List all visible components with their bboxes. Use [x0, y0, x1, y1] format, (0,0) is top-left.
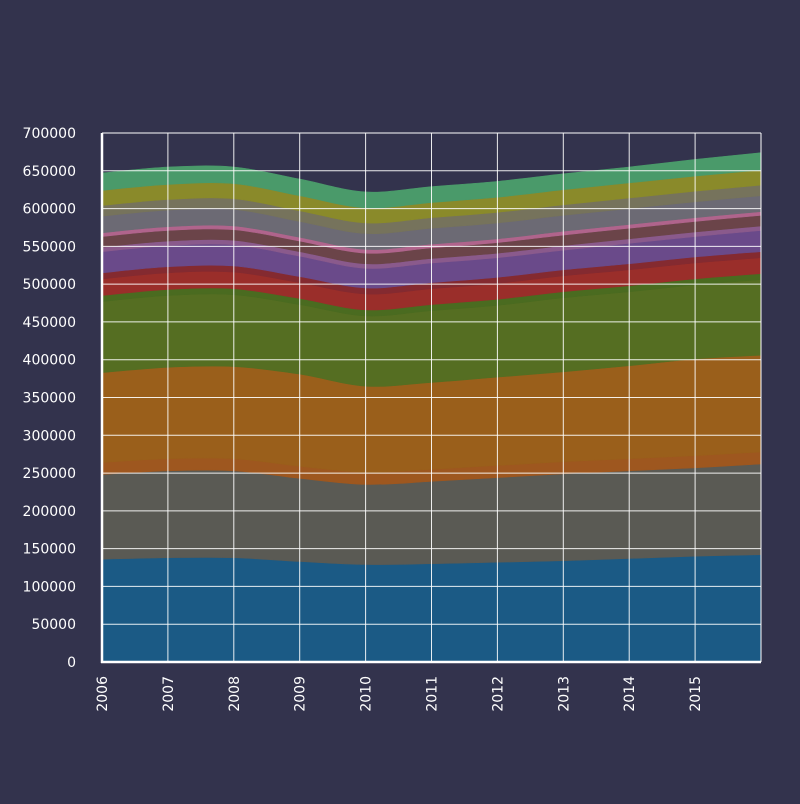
y-tick-label: 400000: [23, 353, 76, 369]
y-tick-label: 450000: [23, 315, 76, 331]
y-tick-label: 650000: [23, 164, 76, 180]
y-axis-tick-labels: 0 50000 100000 150000 200000 250000 300000 3500…: [23, 126, 76, 671]
x-tick-label: 2007: [161, 676, 177, 712]
y-tick-label: 250000: [23, 466, 76, 482]
y-tick-label: 50000: [31, 617, 76, 633]
x-tick-label: 2013: [556, 676, 572, 712]
x-tick-label: 2015: [688, 676, 704, 712]
x-tick-label: 2014: [622, 676, 638, 712]
y-tick-label: 700000: [23, 126, 76, 142]
y-tick-label: 600000: [23, 202, 76, 218]
y-tick-label: 0: [67, 655, 76, 671]
x-tick-label: 2012: [490, 676, 506, 712]
x-tick-label: 2009: [293, 676, 309, 712]
axes: [100, 133, 761, 664]
x-axis-tick-labels: 2006 2007 2008 2009 2010 2011 2012 2013 2014 2015: [95, 676, 704, 712]
y-tick-label: 550000: [23, 239, 76, 255]
x-tick-label: 2006: [95, 676, 111, 712]
y-tick-label: 150000: [23, 542, 76, 558]
y-tick-label: 200000: [23, 504, 76, 520]
y-tick-label: 350000: [23, 391, 76, 407]
x-tick-label: 2011: [425, 676, 441, 712]
x-tick-label: 2010: [359, 676, 375, 712]
y-tick-label: 100000: [23, 579, 76, 595]
y-tick-label: 500000: [23, 277, 76, 293]
y-tick-label: 300000: [23, 428, 76, 444]
x-tick-label: 2008: [227, 676, 243, 712]
